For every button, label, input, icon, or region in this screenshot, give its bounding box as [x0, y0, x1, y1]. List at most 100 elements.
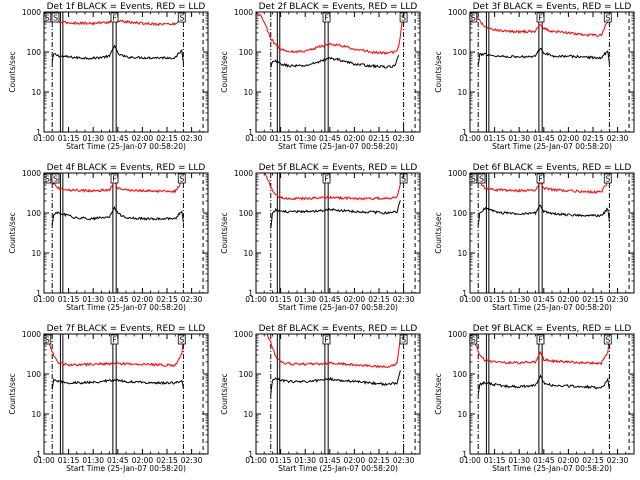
plot-area: [470, 334, 630, 454]
marker-box: [51, 12, 60, 23]
marker-box: [177, 334, 186, 345]
x-tick-label: 01:45: [107, 295, 129, 304]
y-tick-label: 100: [453, 48, 468, 57]
x-tick-label: 02:15: [156, 134, 178, 143]
x-tick-label: 02:15: [582, 134, 604, 143]
x-tick-label: 01:15: [484, 295, 506, 304]
x-tick-label: 01:00: [459, 134, 481, 143]
marker-label: F: [324, 336, 329, 345]
x-tick-label: 01:30: [508, 295, 530, 304]
marker-label: S: [53, 14, 58, 23]
x-tick-label: 01:30: [508, 456, 530, 465]
x-tick-label: 02:00: [132, 456, 154, 465]
plot-area: [264, 173, 416, 293]
x-tick-label: 02:00: [344, 134, 366, 143]
marker-label: F: [324, 14, 329, 23]
marker-box: [469, 12, 478, 23]
panel-det-8: Det 8f BLACK = Events, RED = LLD F S 1 10 100…: [220, 324, 421, 473]
x-tick-label: 01:15: [484, 134, 506, 143]
y-tick-label: 1000: [448, 169, 467, 178]
x-tick-label: 02:00: [558, 134, 580, 143]
plot-frame: [255, 11, 421, 133]
marker-label: S: [53, 175, 58, 184]
panel-title: Det 1f BLACK = Events, RED = LLD: [47, 2, 206, 12]
y-tick-label: 1: [462, 289, 467, 298]
x-tick-label: 02:15: [582, 456, 604, 465]
x-tick-label: 02:30: [181, 134, 203, 143]
x-axis-label: Start Time (25-Jan-07 00:58:20): [492, 303, 612, 312]
x-axis-label: Start Time (25-Jan-07 00:58:20): [492, 142, 612, 151]
x-tick-label: 01:45: [533, 134, 555, 143]
marker-box: [43, 334, 52, 345]
marker-label: F: [538, 175, 543, 184]
marker-box: [603, 334, 612, 345]
y-tick-label: 10: [457, 410, 467, 419]
y-tick-label: 1000: [234, 169, 253, 178]
marker-box: [177, 12, 186, 23]
panel-title: Det 9f BLACK = Events, RED = LLD: [473, 324, 632, 334]
series-line-events: [477, 47, 610, 66]
x-tick-label: 02:15: [156, 456, 178, 465]
marker-box: [536, 173, 545, 184]
panel-title: Det 5f BLACK = Events, RED = LLD: [259, 163, 418, 173]
x-axis-label: Start Time (25-Jan-07 00:58:20): [278, 464, 398, 473]
marker-box: [536, 12, 545, 23]
series-line-events: [51, 378, 184, 390]
x-tick-label: 02:00: [558, 295, 580, 304]
x-tick-label: 01:00: [459, 295, 481, 304]
x-tick-label: 01:15: [270, 295, 292, 304]
marker-label: S: [479, 175, 484, 184]
series-line-lld: [470, 12, 610, 38]
marker-box: [469, 173, 478, 184]
y-axis-label: Counts/sec: [220, 212, 229, 253]
marker-box: [110, 173, 119, 184]
marker-label: F: [112, 14, 117, 23]
x-tick-label: 02:00: [558, 456, 580, 465]
marker-box: [603, 12, 612, 23]
plot-area: [266, 334, 416, 454]
y-tick-label: 1: [462, 128, 467, 137]
panel-det-9: Det 9f BLACK = Events, RED = LLD S F S 1 10 10…: [434, 324, 635, 473]
x-tick-label: 02:15: [582, 295, 604, 304]
x-tick-label: 01:30: [82, 456, 104, 465]
y-tick-label: 100: [453, 209, 468, 218]
y-tick-label: 100: [27, 370, 42, 379]
marker-box: [477, 173, 486, 184]
series-line-lld: [470, 334, 610, 366]
marker-box: [322, 12, 331, 23]
y-tick-label: 100: [239, 48, 254, 57]
y-tick-label: 1: [36, 289, 41, 298]
y-tick-label: 1000: [22, 169, 41, 178]
marker-box: [43, 12, 52, 23]
x-tick-label: 02:15: [156, 295, 178, 304]
x-tick-label: 02:30: [181, 456, 203, 465]
x-tick-label: 02:30: [607, 456, 629, 465]
series-line-lld: [44, 335, 184, 368]
y-tick-label: 1000: [22, 330, 41, 339]
series-line-lld: [470, 173, 610, 194]
x-axis-label: Start Time (25-Jan-07 00:58:20): [66, 464, 186, 473]
x-tick-label: 01:00: [33, 134, 55, 143]
y-tick-label: 10: [31, 249, 41, 258]
marker-label: S: [605, 336, 610, 345]
y-tick-label: 1: [248, 128, 253, 137]
y-tick-label: 1: [36, 450, 41, 459]
marker-label: F: [538, 336, 543, 345]
x-axis-label: Start Time (25-Jan-07 00:58:20): [278, 303, 398, 312]
x-tick-label: 02:15: [368, 295, 390, 304]
y-axis-label: Counts/sec: [434, 51, 443, 92]
x-axis-label: Start Time (25-Jan-07 00:58:20): [492, 464, 612, 473]
x-tick-label: 01:00: [245, 134, 267, 143]
x-tick-label: 01:45: [319, 134, 341, 143]
x-axis-label: Start Time (25-Jan-07 00:58:20): [278, 142, 398, 151]
marker-label: S: [471, 336, 476, 345]
x-tick-label: 02:30: [181, 295, 203, 304]
marker-box: [322, 173, 331, 184]
marker-box: [536, 334, 545, 345]
x-tick-label: 01:15: [484, 456, 506, 465]
x-tick-label: 01:15: [58, 295, 80, 304]
plot-area: [51, 12, 204, 132]
x-tick-label: 01:45: [107, 456, 129, 465]
marker-box: [469, 334, 478, 345]
